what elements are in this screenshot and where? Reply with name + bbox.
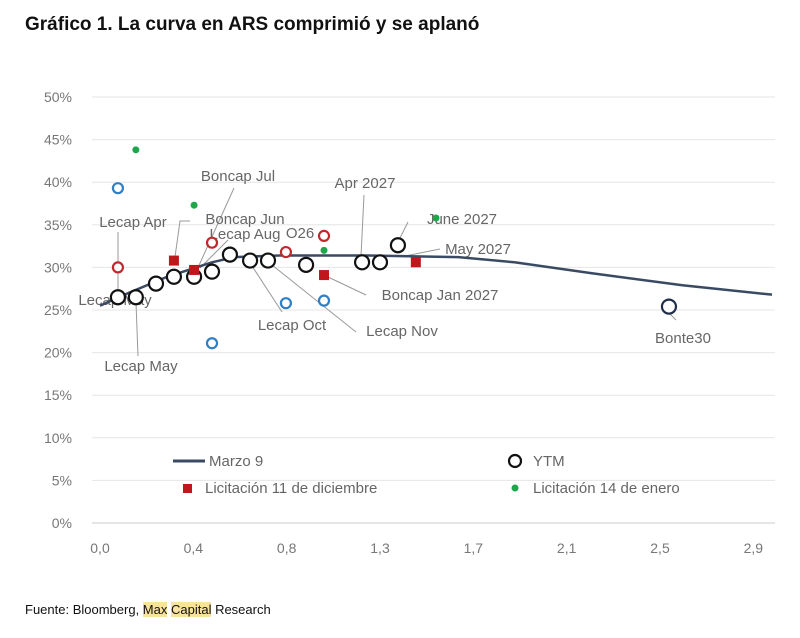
ring-point bbox=[259, 252, 277, 269]
annotation-leader-line bbox=[327, 276, 367, 296]
legend-dot-icon bbox=[511, 484, 519, 492]
annotation-label: Lecap May bbox=[104, 358, 178, 375]
square-point bbox=[168, 255, 179, 266]
x-tick-label: 1,7 bbox=[464, 540, 484, 556]
dot-point bbox=[132, 146, 140, 154]
ring-point bbox=[660, 298, 678, 315]
square-point bbox=[189, 264, 200, 275]
x-tick-label: 1,3 bbox=[370, 540, 390, 556]
annotation-leader-line bbox=[135, 301, 139, 357]
ring-point bbox=[203, 263, 221, 280]
source-note: Fuente: Bloomberg, Max Capital Research bbox=[25, 602, 271, 617]
annotation-leader-line bbox=[195, 187, 235, 273]
annotation-leader-line bbox=[174, 220, 190, 258]
y-tick-label: 10% bbox=[44, 430, 72, 446]
annotation-label: Lecap Aug bbox=[210, 226, 281, 243]
y-tick-label: 15% bbox=[44, 387, 72, 403]
y-tick-label: 25% bbox=[44, 302, 72, 318]
ring-point bbox=[353, 254, 371, 271]
annotation-label: Apr 2027 bbox=[335, 175, 396, 192]
ring-point bbox=[111, 182, 125, 195]
y-tick-label: 35% bbox=[44, 217, 72, 233]
legend-square-icon bbox=[183, 484, 192, 493]
dot-point bbox=[190, 201, 198, 209]
ring-point bbox=[109, 289, 127, 306]
annotation-label: Boncap Jul bbox=[201, 168, 275, 185]
source-highlight-max: Max bbox=[142, 602, 168, 617]
annotation-label: Lecap Nov bbox=[366, 323, 438, 340]
ring-point bbox=[241, 252, 259, 269]
y-tick-label: 20% bbox=[44, 345, 72, 361]
ring-point bbox=[371, 254, 389, 271]
annotation-leader-line bbox=[271, 264, 357, 333]
dot-point bbox=[432, 214, 440, 222]
ring-point bbox=[147, 275, 165, 292]
legend-ring-icon bbox=[507, 453, 523, 469]
annotation-label: Lecap Oct bbox=[258, 317, 327, 334]
y-tick-label: 45% bbox=[44, 132, 72, 148]
ring-point bbox=[165, 268, 183, 285]
legend-label: Marzo 9 bbox=[209, 453, 263, 470]
ring-point bbox=[279, 245, 293, 259]
x-tick-label: 2,1 bbox=[557, 540, 577, 556]
annotation-leader-line bbox=[360, 194, 365, 257]
annotation-label: Lecap Apr bbox=[99, 214, 167, 231]
ring-point bbox=[111, 261, 125, 274]
ring-point bbox=[205, 337, 219, 350]
ring-point bbox=[279, 297, 293, 310]
annotation-label: Boncap Jun bbox=[205, 211, 284, 228]
square-point bbox=[319, 270, 329, 281]
ring-point bbox=[317, 229, 331, 242]
source-suffix: Research bbox=[211, 602, 271, 617]
annotation-label: May 2027 bbox=[445, 241, 511, 258]
ring-point bbox=[389, 237, 407, 254]
annotation-leader-line bbox=[399, 221, 409, 239]
annotation-label: Boncap Jan 2027 bbox=[382, 287, 499, 304]
y-tick-label: 40% bbox=[44, 174, 72, 190]
source-highlight-capital: Capital bbox=[170, 602, 212, 617]
x-tick-label: 0,4 bbox=[184, 540, 204, 556]
dot-point bbox=[320, 246, 328, 254]
square-point bbox=[410, 257, 421, 268]
y-tick-label: 0% bbox=[52, 515, 72, 531]
annotation-leader-line bbox=[251, 265, 283, 313]
annotation-label: June 2027 bbox=[427, 211, 497, 228]
ring-point bbox=[127, 289, 144, 306]
legend-label: Licitación 14 de enero bbox=[533, 480, 680, 497]
legend-label: YTM bbox=[533, 453, 565, 470]
ring-point bbox=[297, 256, 315, 273]
annotation-leader-line bbox=[404, 248, 441, 257]
y-tick-label: 50% bbox=[44, 89, 72, 105]
y-tick-label: 30% bbox=[44, 259, 72, 275]
x-tick-label: 2,9 bbox=[744, 540, 764, 556]
legend-label: Licitación 11 de diciembre bbox=[205, 480, 377, 497]
y-tick-label: 5% bbox=[52, 472, 72, 488]
chart-title: Gráfico 1. La curva en ARS comprimió y s… bbox=[25, 14, 480, 35]
annotation-leader-line bbox=[199, 239, 229, 269]
ring-point bbox=[317, 294, 331, 307]
x-tick-label: 2,5 bbox=[650, 540, 670, 556]
ring-point bbox=[221, 246, 239, 263]
annotation-label: O26 bbox=[286, 225, 314, 242]
x-tick-label: 0,8 bbox=[277, 540, 297, 556]
ring-point bbox=[205, 236, 219, 249]
x-tick-label: 0,0 bbox=[90, 540, 110, 556]
annotation-label: Bonte30 bbox=[655, 330, 711, 347]
source-prefix: Fuente: Bloomberg, bbox=[25, 602, 143, 617]
